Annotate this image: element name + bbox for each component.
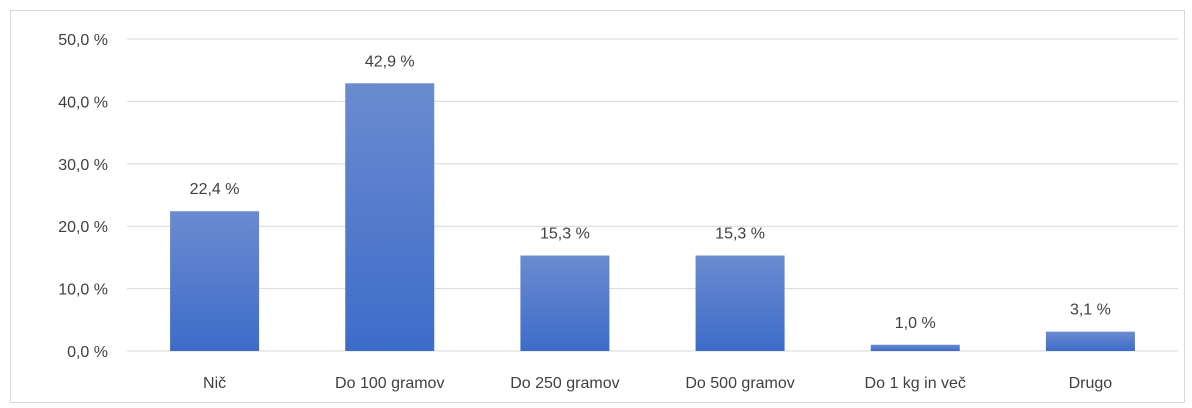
data-label: 42,9 % xyxy=(365,53,415,70)
data-label: 1,0 % xyxy=(895,315,936,332)
x-axis-category-labels: Nič Do 100 gramov Do 250 gramov Do 500 gram… xyxy=(203,375,1112,392)
y-tick-label: 0,0 % xyxy=(67,344,108,361)
category-label: Nič xyxy=(203,375,226,392)
category-label: Do 250 gramov xyxy=(510,375,619,392)
bars xyxy=(170,83,1135,351)
bar xyxy=(696,256,785,351)
data-label: 3,1 % xyxy=(1070,302,1111,319)
bar xyxy=(170,211,259,351)
bar xyxy=(871,345,960,351)
data-label: 22,4 % xyxy=(190,181,240,198)
data-label: 15,3 % xyxy=(715,226,765,243)
category-label: Do 1 kg in več xyxy=(865,375,966,392)
category-label: Do 500 gramov xyxy=(685,375,794,392)
y-axis-tick-labels: 0,0 % 10,0 % 20,0 % 30,0 % 40,0 % 50,0 % xyxy=(58,32,108,361)
data-label: 15,3 % xyxy=(540,226,590,243)
y-tick-label: 40,0 % xyxy=(58,94,108,111)
y-tick-label: 30,0 % xyxy=(58,157,108,174)
category-label: Do 100 gramov xyxy=(335,375,444,392)
data-labels: 22,4 % 42,9 % 15,3 % 15,3 % 1,0 % 3,1 % xyxy=(190,53,1111,331)
gridlines xyxy=(127,39,1178,351)
y-tick-label: 10,0 % xyxy=(58,282,108,299)
bar xyxy=(520,256,609,351)
bar xyxy=(1046,332,1135,351)
bar xyxy=(345,83,434,351)
category-label: Drugo xyxy=(1069,375,1113,392)
y-tick-label: 20,0 % xyxy=(58,219,108,236)
y-tick-label: 50,0 % xyxy=(58,32,108,49)
